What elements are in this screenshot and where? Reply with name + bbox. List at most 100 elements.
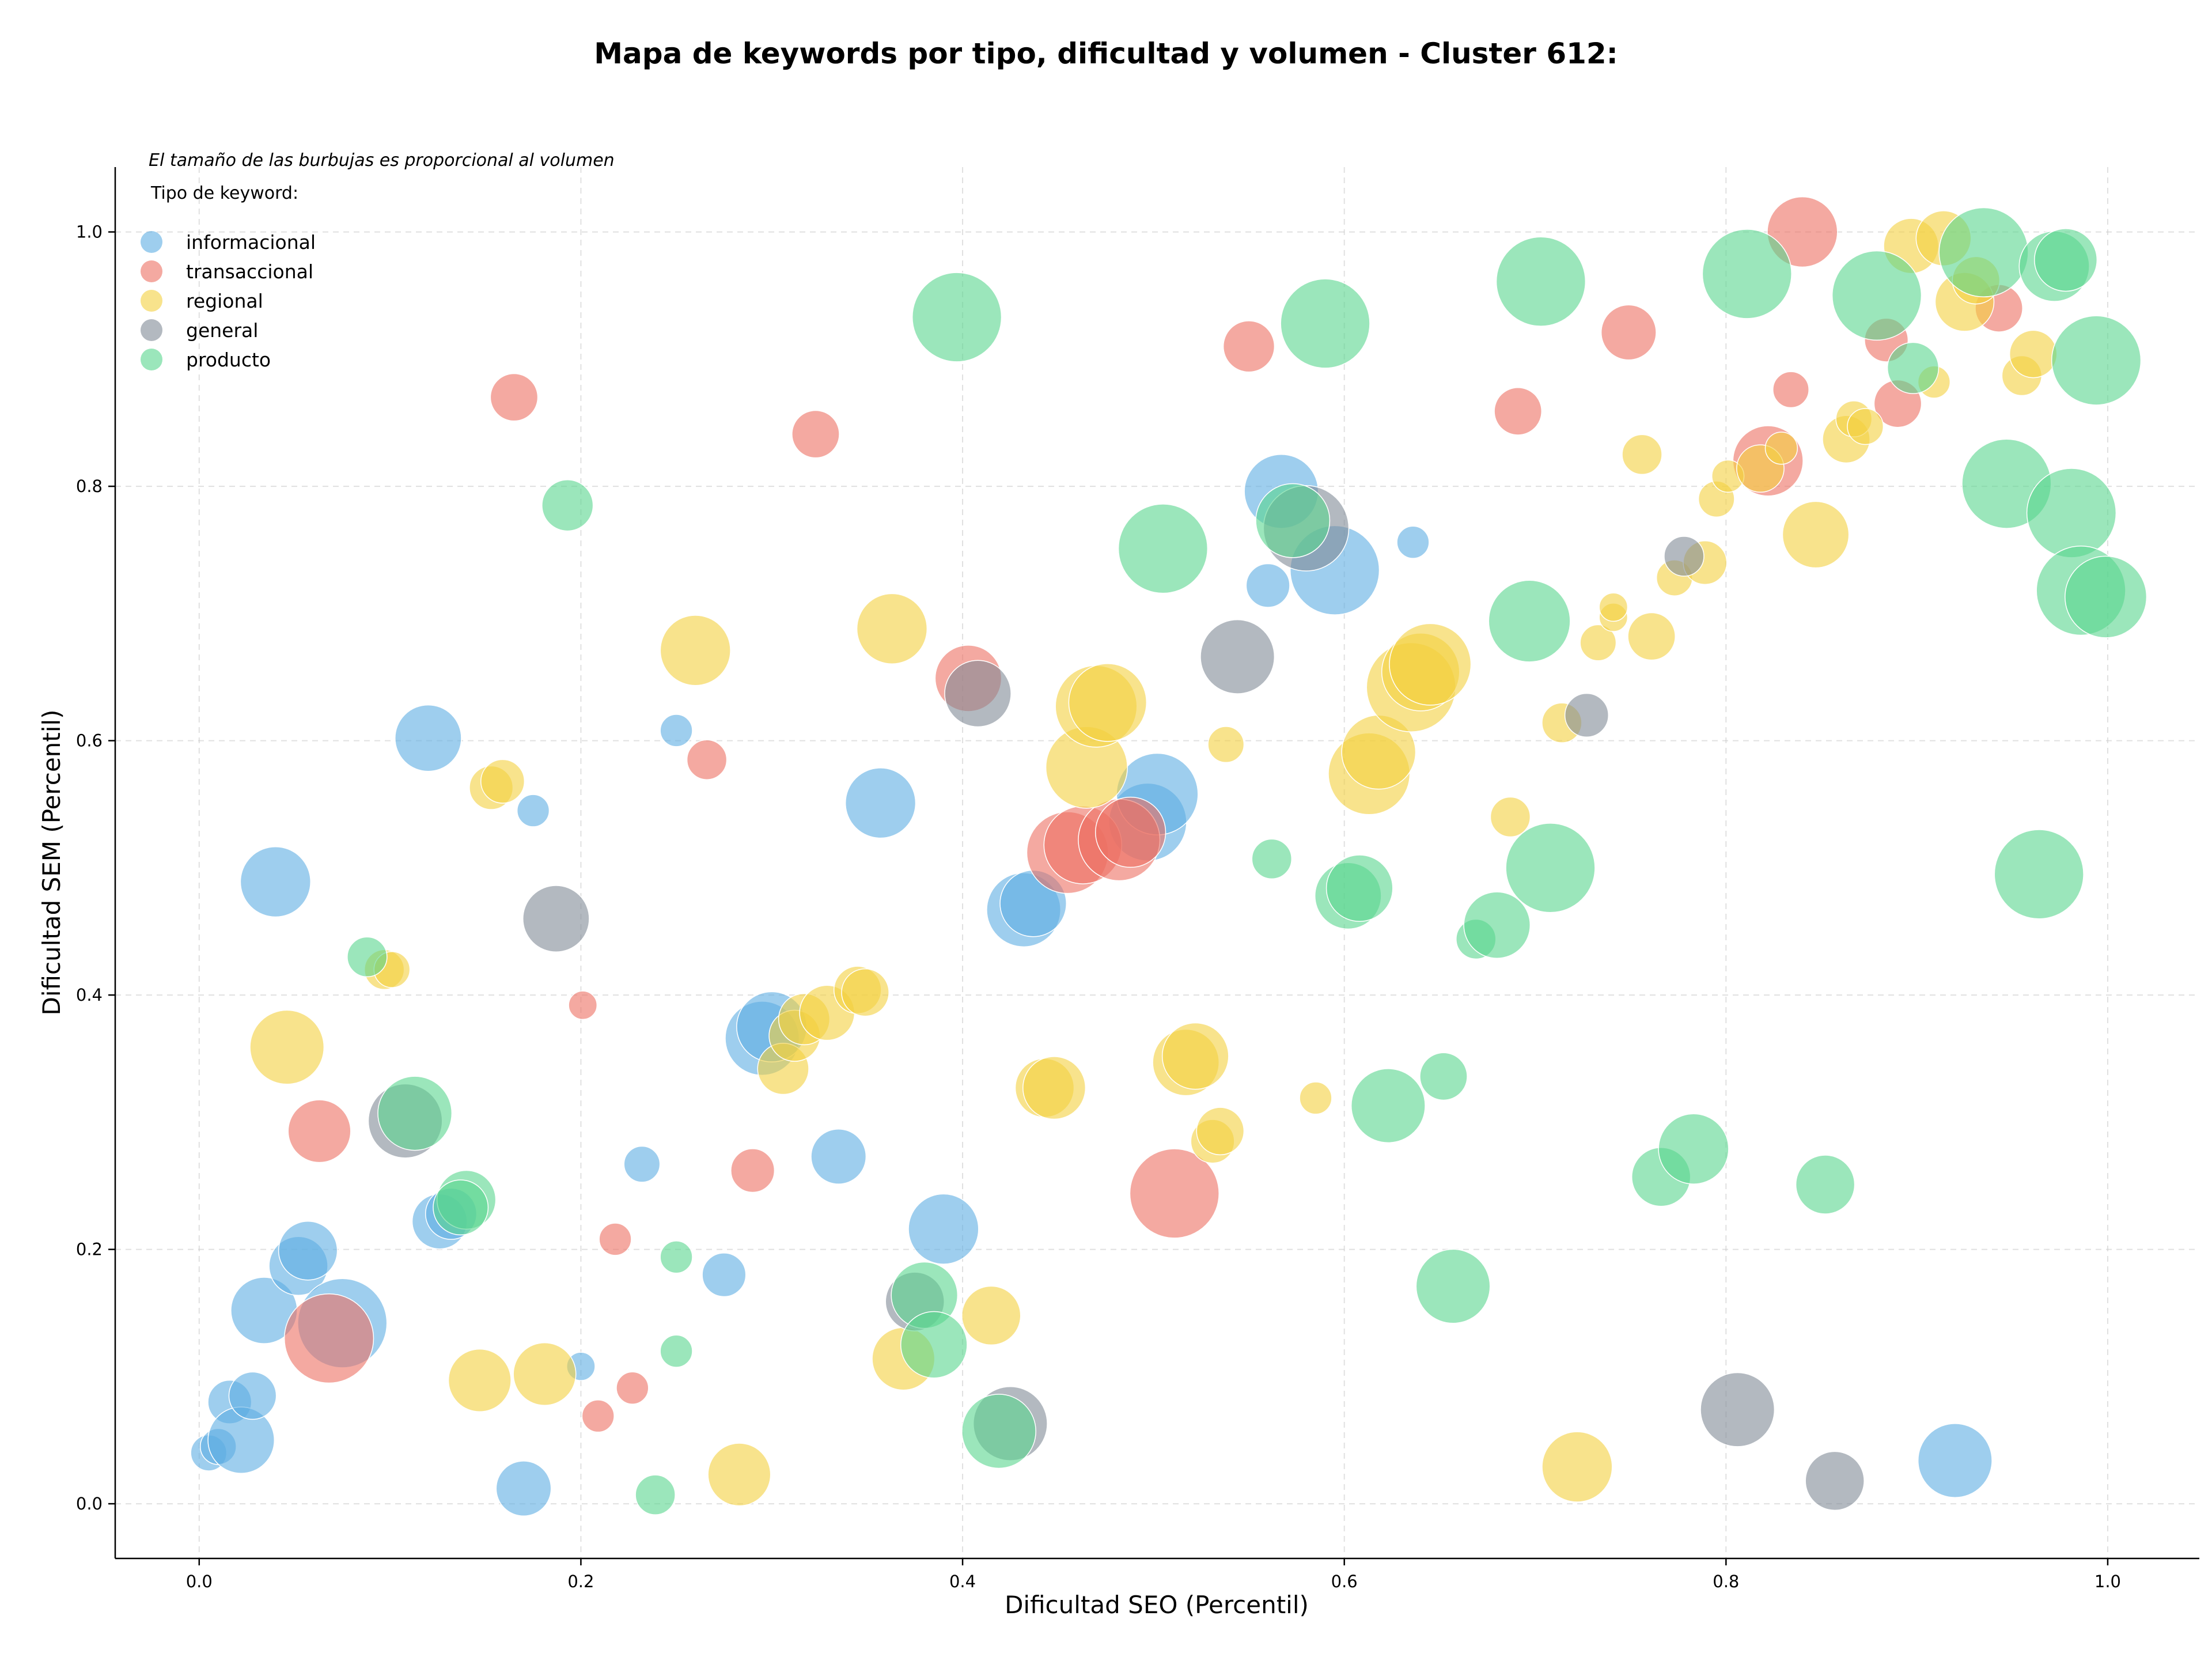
producto-bubble [377, 1076, 453, 1151]
informacional-bubble [844, 767, 916, 839]
general-bubble [522, 885, 590, 952]
regional-bubble [1764, 432, 1798, 465]
informacional-bubble [207, 1406, 275, 1474]
transaccional-bubble [1129, 1148, 1219, 1239]
producto-bubble [1795, 1155, 1855, 1214]
transaccional-bubble [287, 1099, 351, 1163]
transaccional-bubble [791, 410, 840, 459]
producto-bubble [1658, 1113, 1729, 1185]
regional-bubble [1389, 623, 1472, 706]
legend-label-general: general [186, 319, 258, 342]
y-tick-label: 0.8 [76, 476, 103, 496]
regional-bubble [707, 1443, 771, 1507]
transaccional-bubble [568, 990, 598, 1020]
transaccional-bubble [599, 1223, 632, 1256]
producto-bubble [2065, 555, 2147, 638]
transaccional-bubble [283, 1293, 374, 1384]
producto-bubble [1488, 580, 1571, 663]
informacional-bubble [395, 704, 462, 772]
producto-bubble [1415, 1248, 1491, 1324]
regional-bubble [1622, 434, 1662, 475]
general-bubble [1200, 619, 1275, 694]
informacional-bubble [702, 1253, 747, 1297]
legend-label-producto: producto [186, 349, 271, 371]
producto-bubble [1495, 236, 1586, 327]
y-tick-label: 0.4 [76, 985, 103, 1005]
legend-marker-informacional [141, 231, 162, 253]
informacional-bubble [516, 794, 550, 827]
legend-marker-transaccional [141, 260, 162, 282]
producto-bubble [1887, 342, 1940, 394]
producto-bubble [433, 1179, 489, 1236]
transaccional-bubble [1494, 387, 1543, 436]
producto-bubble [961, 1394, 1036, 1469]
x-tick-label: 1.0 [2094, 1572, 2121, 1591]
y-axis-label: Dificultad SEM (Percentil) [37, 710, 66, 1016]
x-tick-label: 0.8 [1713, 1572, 1739, 1591]
regional-bubble [480, 759, 525, 804]
regional-bubble [1599, 592, 1628, 622]
regional-bubble [1022, 1056, 1086, 1120]
regional-bubble [856, 593, 928, 664]
producto-bubble [2051, 315, 2142, 406]
producto-bubble [1938, 207, 2029, 298]
regional-bubble [1490, 796, 1531, 838]
x-tick-label: 0.4 [949, 1572, 976, 1591]
regional-bubble [1847, 408, 1884, 445]
grid-layer [115, 167, 2199, 1558]
producto-bubble [1255, 483, 1331, 558]
general-bubble [944, 660, 1012, 728]
x-tick-label: 0.0 [186, 1572, 213, 1591]
legend-marker-general [141, 319, 162, 341]
regional-bubble [1541, 1431, 1613, 1503]
producto-bubble [2026, 468, 2117, 558]
producto-bubble [1251, 838, 1293, 880]
general-bubble [1664, 536, 1705, 577]
transaccional-bubble [730, 1148, 775, 1193]
x-axis-label: Dificultad SEO (Percentil) [1005, 1591, 1309, 1619]
informacional-bubble [660, 714, 693, 747]
producto-bubble [541, 479, 594, 532]
legend-label-informacional: informacional [186, 231, 316, 253]
producto-bubble [1463, 891, 1531, 959]
general-bubble [1805, 1451, 1865, 1511]
x-tick-label: 0.6 [1331, 1572, 1358, 1591]
informacional-bubble [1245, 563, 1290, 608]
y-tick-label: 0.6 [76, 731, 103, 751]
general-bubble [1700, 1372, 1775, 1447]
bubble-layer [190, 196, 2147, 1517]
transaccional-bubble [1222, 320, 1275, 373]
informacional-bubble [278, 1221, 338, 1281]
legend: El tamaño de las burbujas es proporciona… [141, 150, 615, 371]
legend-marker-producto [141, 349, 162, 370]
chart-title: Mapa de keywords por tipo, dificultad y … [594, 37, 1618, 70]
regional-bubble [1299, 1081, 1332, 1115]
regional-bubble [1580, 624, 1617, 661]
producto-bubble [660, 1240, 693, 1274]
regional-bubble [249, 1009, 325, 1085]
transaccional-bubble [1094, 796, 1166, 868]
producto-bubble [660, 1334, 693, 1368]
regional-bubble [1161, 1022, 1229, 1090]
informacional-bubble [810, 1128, 867, 1185]
tick-layer: 0.0 0.2 0.4 0.6 0.8 1.0 0.0 0.2 0.4 0.6 0.8 1.0 [76, 222, 2121, 1591]
informacional-bubble [908, 1193, 979, 1265]
regional-bubble [841, 968, 889, 1017]
producto-bubble [1350, 1068, 1426, 1144]
producto-bubble [911, 272, 1002, 362]
y-tick-label: 1.0 [76, 222, 103, 242]
regional-bubble [1627, 612, 1676, 661]
regional-bubble [448, 1348, 512, 1413]
bubble-size-note: El tamaño de las burbujas es proporciona… [149, 150, 615, 171]
regional-bubble [2009, 330, 2058, 379]
informacional-bubble [1396, 525, 1430, 559]
transaccional-bubble [581, 1399, 615, 1433]
informacional-bubble [623, 1145, 661, 1183]
informacional-bubble [240, 846, 311, 918]
general-bubble [1564, 693, 1609, 737]
y-tick-label: 0.2 [76, 1240, 103, 1259]
producto-bubble [635, 1474, 676, 1515]
transaccional-bubble [616, 1371, 649, 1405]
producto-bubble [2034, 228, 2098, 292]
